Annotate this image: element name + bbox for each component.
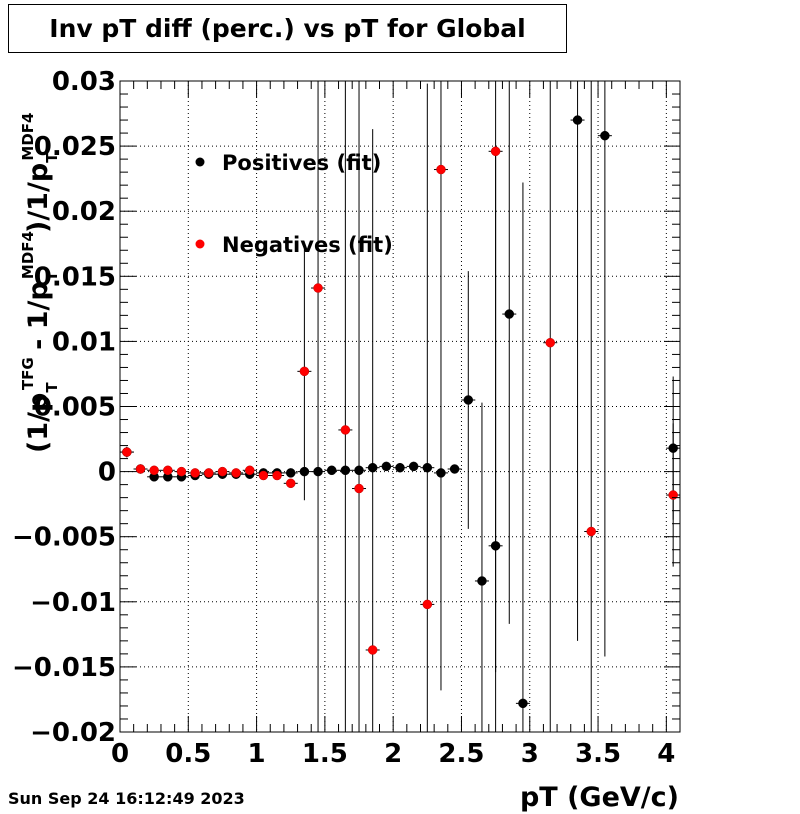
y-title-part-2: - 1/p [23, 281, 54, 359]
point-negatives [490, 146, 501, 157]
tick-labels: 0 0.5 1 1.5 2 2.5 3 3.5 4 −0.02 −0.015 −0.01 −0.005 0… [12, 67, 675, 769]
point-positives [326, 465, 337, 476]
y-tick-label: −0.02 [30, 718, 116, 748]
point-positives [518, 698, 528, 709]
y-title-sub-1: T [43, 382, 61, 393]
point-negatives [545, 337, 555, 348]
point-positives [381, 461, 392, 472]
point-negatives [258, 470, 269, 481]
point-positives [408, 461, 419, 472]
point-negatives [367, 645, 378, 655]
svg-text:(1/pTTFG - 1/pTMDF4)/1/pTMDF4: (1/pTTFG - 1/pTMDF4)/1/pTMDF4 [19, 113, 61, 453]
point-positives [449, 464, 460, 474]
point-negatives [272, 470, 282, 481]
x-tick-label: 1 [248, 739, 266, 769]
axis-ticks [119, 80, 680, 733]
point-negatives [422, 599, 433, 610]
point-positives [600, 130, 610, 141]
y-tick-label: 0.02 [52, 197, 116, 227]
point-negatives [135, 464, 146, 474]
y-title-sup-2: MDF4 [19, 231, 37, 279]
point-positives [572, 115, 583, 125]
point-negatives [245, 465, 255, 476]
point-negatives [299, 366, 310, 377]
y-title-part-1: (1/p [23, 393, 54, 453]
point-positives [313, 466, 323, 477]
y-title-part-3: )/1/p [23, 163, 54, 233]
point-positives [285, 468, 296, 478]
point-positives [477, 576, 487, 586]
point-positives [340, 465, 351, 476]
y-tick-label: 0 [98, 458, 116, 488]
y-title-sub-3: T [43, 152, 61, 163]
point-positives [668, 443, 678, 453]
point-positives [436, 468, 446, 478]
point-negatives [285, 478, 296, 489]
y-title-sup-1: TFG [19, 357, 37, 390]
point-negatives [204, 468, 214, 478]
y-title-sup-3: MDF4 [19, 113, 37, 161]
x-tick-label: 0.5 [165, 739, 211, 769]
point-negatives [668, 490, 678, 500]
point-negatives [586, 526, 596, 537]
point-negatives [231, 468, 241, 478]
grid [120, 81, 680, 732]
x-tick-label: 2.5 [438, 739, 484, 769]
point-positives [367, 462, 378, 473]
legend-label-positives: Positives (fit) [222, 151, 381, 175]
point-negatives [313, 283, 323, 293]
y-axis-title: (1/pTTFG - 1/pTMDF4)/1/pTMDF4 [19, 113, 61, 453]
legend-label-negatives: Negatives (fit) [222, 233, 393, 257]
x-axis-title: pT (GeV/c) [520, 782, 679, 813]
y-tick-label: 0.005 [34, 393, 116, 423]
point-positives [504, 309, 515, 319]
point-negatives [122, 447, 132, 457]
x-tick-label: 3.5 [575, 739, 621, 769]
timestamp: Sun Sep 24 16:12:49 2023 [8, 789, 245, 808]
point-positives [395, 462, 405, 473]
x-tick-label: 4 [657, 739, 675, 769]
point-positives [422, 462, 433, 473]
point-negatives [190, 468, 200, 478]
y-tick-label: −0.015 [12, 653, 116, 683]
point-positives [354, 465, 364, 476]
point-negatives [340, 425, 351, 435]
point-negatives [149, 465, 159, 476]
x-tick-label: 1.5 [302, 739, 348, 769]
x-tick-label: 0 [111, 739, 129, 769]
y-tick-label: 0.03 [52, 67, 116, 97]
point-positives [490, 541, 501, 551]
point-positives [299, 466, 310, 477]
x-tick-label: 2 [384, 739, 402, 769]
point-negatives [436, 164, 446, 175]
y-tick-label: 0.025 [34, 132, 116, 162]
point-negatives [176, 466, 187, 477]
y-tick-label: −0.005 [12, 523, 116, 553]
point-negatives [354, 483, 364, 494]
point-positives [463, 395, 474, 405]
x-tick-label: 3 [521, 739, 539, 769]
chart-title: Inv pT diff (perc.) vs pT for Global [8, 4, 567, 53]
legend-marker-negatives [195, 239, 205, 249]
y-title-sub-2: T [43, 270, 61, 281]
data-points [122, 115, 678, 709]
legend-marker-positives [195, 157, 205, 167]
y-tick-label: −0.01 [30, 588, 116, 618]
point-negatives [163, 465, 173, 476]
y-tick-label: 0.015 [34, 262, 116, 292]
y-tick-label: 0.01 [52, 327, 116, 357]
point-negatives [217, 466, 228, 477]
legend: Positives (fit) Negatives (fit) [195, 151, 393, 257]
